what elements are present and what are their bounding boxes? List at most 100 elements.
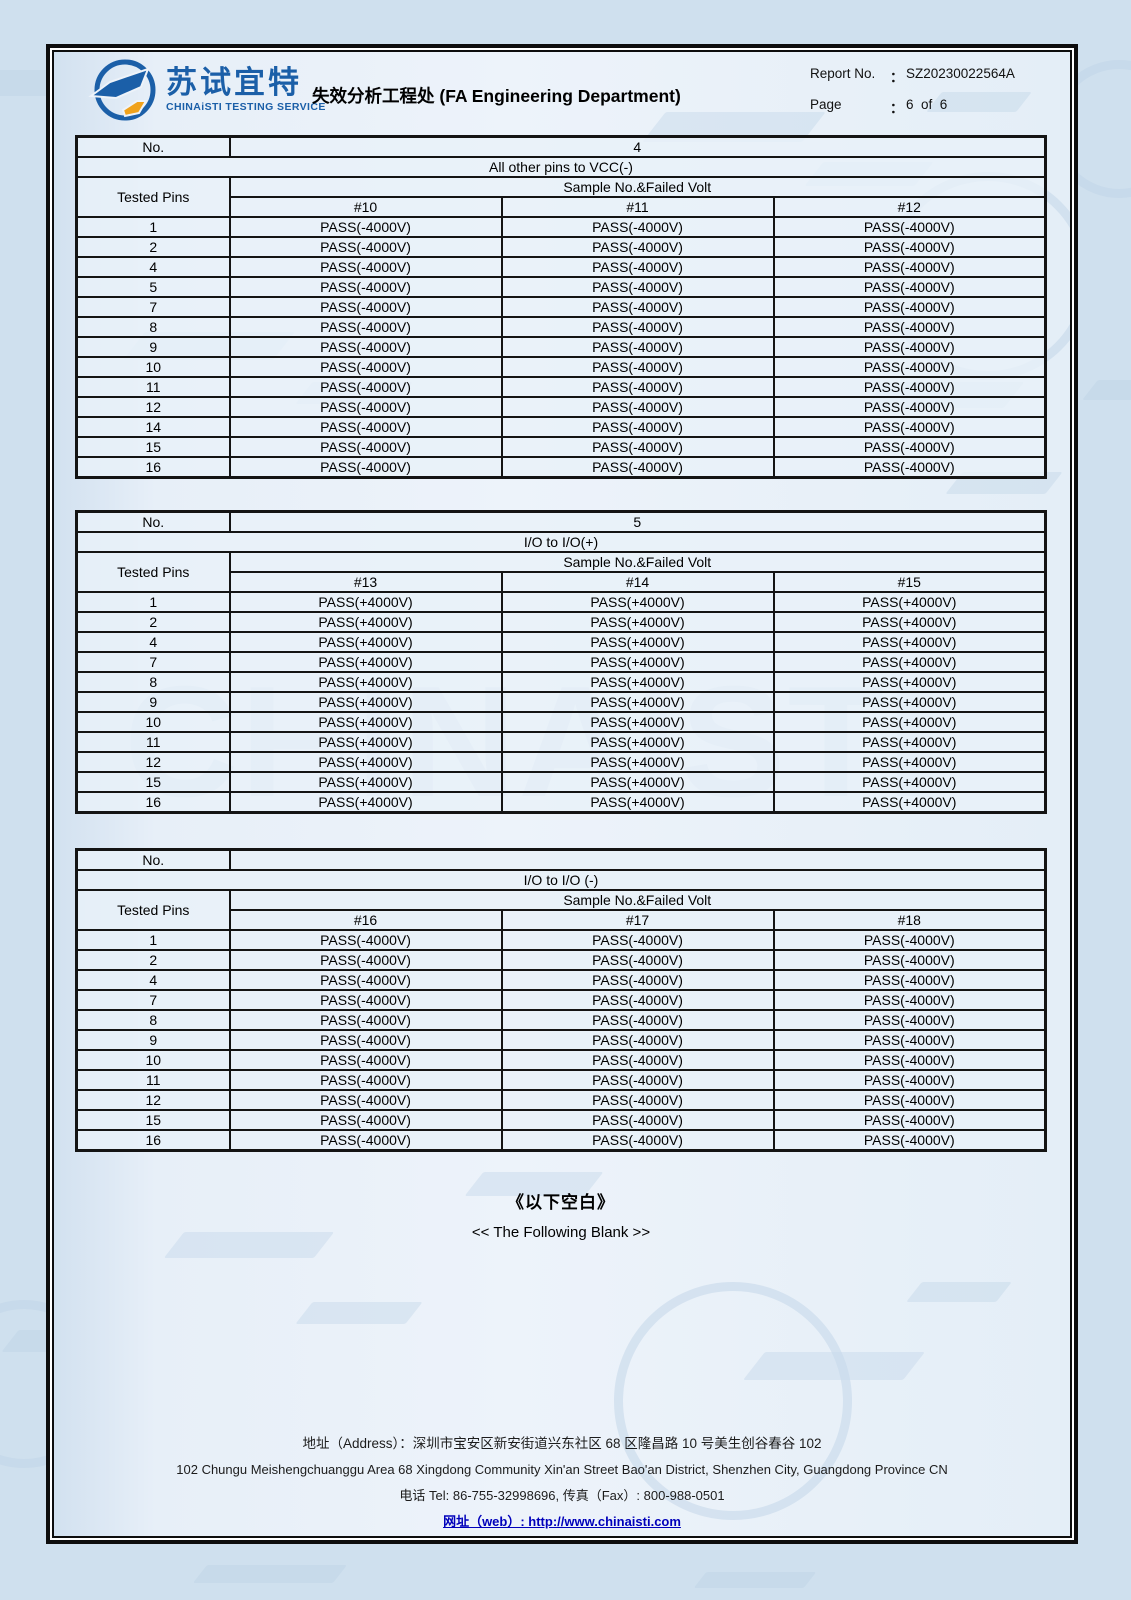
result-cell: PASS(-4000V) xyxy=(772,396,1047,418)
result-cell: PASS(-4000V) xyxy=(228,1069,503,1091)
result-cell: PASS(-4000V) xyxy=(772,216,1047,238)
sample-number-cell: #12 xyxy=(772,196,1047,218)
page-value: 6 of 6 xyxy=(906,97,948,112)
result-cell: PASS(-4000V) xyxy=(228,1129,503,1152)
condition-cell: All other pins to VCC(-) xyxy=(75,156,1047,178)
table-row: 8 PASS(-4000V) PASS(-4000V) PASS(-4000V) xyxy=(75,316,1047,338)
result-cell: PASS(-4000V) xyxy=(500,356,775,378)
result-cell: PASS(-4000V) xyxy=(500,236,775,258)
result-cell: PASS(-4000V) xyxy=(228,396,503,418)
result-cell: PASS(-4000V) xyxy=(500,396,775,418)
watermark-ring xyxy=(614,1282,852,1520)
result-cell: PASS(+4000V) xyxy=(500,611,775,633)
pin-cell: 4 xyxy=(75,969,231,991)
result-cell: PASS(-4000V) xyxy=(228,456,503,479)
result-cell: PASS(-4000V) xyxy=(228,1089,503,1111)
table-row: 10 PASS(-4000V) PASS(-4000V) PASS(-4000V) xyxy=(75,1049,1047,1071)
logo-name-en: CHINAiSTI TESTING SERVICE xyxy=(166,101,326,114)
result-cell: PASS(-4000V) xyxy=(228,1049,503,1071)
result-cell: PASS(+4000V) xyxy=(500,711,775,733)
sample-header-cell: Sample No.&Failed Volt xyxy=(228,889,1047,911)
table-row: 11 PASS(-4000V) PASS(-4000V) PASS(-4000V) xyxy=(75,1069,1047,1091)
result-cell: PASS(-4000V) xyxy=(500,1109,775,1131)
result-cell: PASS(-4000V) xyxy=(228,416,503,438)
logo-text: 苏试宜特 CHINAiSTI TESTING SERVICE xyxy=(166,66,326,114)
result-cell: PASS(-4000V) xyxy=(772,336,1047,358)
logo-swoosh-icon xyxy=(88,59,156,121)
pin-cell: 7 xyxy=(75,296,231,318)
result-cell: PASS(-4000V) xyxy=(500,929,775,951)
result-cell: PASS(-4000V) xyxy=(228,356,503,378)
table-row: 1 PASS(-4000V) PASS(-4000V) PASS(-4000V) xyxy=(75,929,1047,951)
condition-cell: I/O to I/O (-) xyxy=(75,869,1047,891)
table-row: 2 PASS(+4000V) PASS(+4000V) PASS(+4000V) xyxy=(75,611,1047,633)
result-cell: PASS(+4000V) xyxy=(500,751,775,773)
tested-pins-header-cell: Tested Pins xyxy=(75,551,231,593)
result-cell: PASS(-4000V) xyxy=(772,256,1047,278)
pin-cell: 8 xyxy=(75,316,231,338)
result-cell: PASS(+4000V) xyxy=(772,691,1047,713)
table-row: 8 PASS(+4000V) PASS(+4000V) PASS(+4000V) xyxy=(75,671,1047,693)
pin-cell: 15 xyxy=(75,1109,231,1131)
result-cell: PASS(+4000V) xyxy=(500,771,775,793)
company-logo: 苏试宜特 CHINAiSTI TESTING SERVICE xyxy=(88,56,326,124)
result-cell: PASS(-4000V) xyxy=(772,929,1047,951)
pin-cell: 9 xyxy=(75,336,231,358)
result-cell: PASS(+4000V) xyxy=(772,671,1047,693)
result-cell: PASS(+4000V) xyxy=(772,791,1047,814)
page-title: 失效分析工程处 (FA Engineering Department) xyxy=(312,86,681,106)
sample-number-cell: #13 xyxy=(228,571,503,593)
result-cell: PASS(-4000V) xyxy=(772,436,1047,458)
sample-number-cell: #16 xyxy=(228,909,503,931)
table-row: 14 PASS(-4000V) PASS(-4000V) PASS(-4000V) xyxy=(75,416,1047,438)
result-cell: PASS(-4000V) xyxy=(228,1009,503,1031)
result-cell: PASS(-4000V) xyxy=(500,336,775,358)
pin-cell: 1 xyxy=(75,929,231,951)
result-cell: PASS(+4000V) xyxy=(772,631,1047,653)
pin-cell: 9 xyxy=(75,1029,231,1051)
result-cell: PASS(-4000V) xyxy=(772,1029,1047,1051)
table-row: 2 PASS(-4000V) PASS(-4000V) PASS(-4000V) xyxy=(75,949,1047,971)
sample-number-cell: #17 xyxy=(500,909,775,931)
result-cell: PASS(-4000V) xyxy=(772,989,1047,1011)
table-row: 7 PASS(+4000V) PASS(+4000V) PASS(+4000V) xyxy=(75,651,1047,673)
pin-cell: 9 xyxy=(75,691,231,713)
table-row: 8 PASS(-4000V) PASS(-4000V) PASS(-4000V) xyxy=(75,1009,1047,1031)
result-cell: PASS(-4000V) xyxy=(500,376,775,398)
result-cell: PASS(+4000V) xyxy=(500,691,775,713)
footer-website-link[interactable]: 网址（web）: http://www.chinaisti.com xyxy=(443,1514,681,1529)
no-value-cell xyxy=(228,848,1047,871)
result-cell: PASS(+4000V) xyxy=(228,671,503,693)
table-no-row: No. 5 xyxy=(75,510,1047,533)
pin-cell: 4 xyxy=(75,256,231,278)
pin-cell: 7 xyxy=(75,989,231,1011)
result-cell: PASS(+4000V) xyxy=(228,711,503,733)
pin-cell: 11 xyxy=(75,1069,231,1091)
pin-cell: 15 xyxy=(75,771,231,793)
sample-number-row: #16 #17 #18 xyxy=(77,909,1047,931)
result-cell: PASS(+4000V) xyxy=(500,731,775,753)
result-cell: PASS(-4000V) xyxy=(772,416,1047,438)
table-row: 15 PASS(-4000V) PASS(-4000V) PASS(-4000V) xyxy=(75,436,1047,458)
sample-header-cell: Sample No.&Failed Volt xyxy=(228,176,1047,198)
pin-cell: 16 xyxy=(75,791,231,814)
result-cell: PASS(-4000V) xyxy=(772,236,1047,258)
pin-cell: 16 xyxy=(75,1129,231,1152)
test-table-5: No. 5 I/O to I/O(+) Tested Pins Sample No.&F… xyxy=(75,510,1047,814)
pin-cell: 14 xyxy=(75,416,231,438)
pin-cell: 8 xyxy=(75,671,231,693)
table-row: 4 PASS(+4000V) PASS(+4000V) PASS(+4000V) xyxy=(75,631,1047,653)
pin-cell: 2 xyxy=(75,611,231,633)
result-cell: PASS(-4000V) xyxy=(772,1089,1047,1111)
result-cell: PASS(-4000V) xyxy=(772,456,1047,479)
result-cell: PASS(-4000V) xyxy=(500,296,775,318)
result-cell: PASS(-4000V) xyxy=(500,949,775,971)
result-cell: PASS(-4000V) xyxy=(500,256,775,278)
blank-note-en: << The Following Blank >> xyxy=(471,1224,651,1241)
pin-cell: 10 xyxy=(75,711,231,733)
table-row: 2 PASS(-4000V) PASS(-4000V) PASS(-4000V) xyxy=(75,236,1047,258)
no-label-cell: No. xyxy=(75,510,231,533)
pin-cell: 11 xyxy=(75,731,231,753)
pin-cell: 16 xyxy=(75,456,231,479)
table-row: 1 PASS(+4000V) PASS(+4000V) PASS(+4000V) xyxy=(75,591,1047,613)
